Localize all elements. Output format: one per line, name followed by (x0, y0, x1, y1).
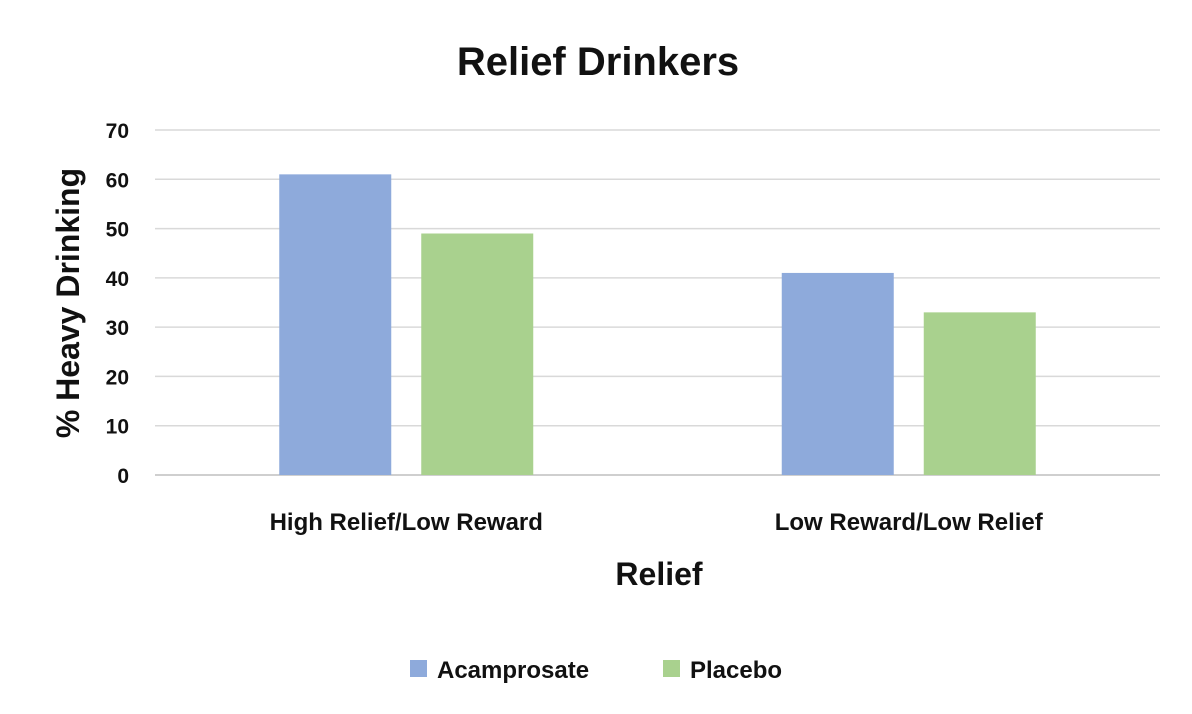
x-category-label: Low Reward/Low Relief (775, 509, 1044, 536)
legend: Acamprosate Placebo (410, 657, 782, 684)
y-tick-label: 20 (106, 366, 129, 389)
bar-placebo-1 (421, 233, 534, 475)
y-tick-label: 50 (106, 219, 129, 242)
legend-swatch (410, 660, 427, 677)
x-axis-categories: High Relief/Low Reward Low Reward/Low Rel… (270, 509, 1044, 536)
bar-placebo-2 (923, 312, 1036, 475)
y-axis-title: % Heavy Drinking (50, 168, 86, 438)
legend-swatch (663, 660, 680, 677)
y-tick-label: 10 (106, 416, 129, 439)
y-tick-label: 0 (117, 465, 129, 488)
chart-title: Relief Drinkers (457, 40, 739, 84)
legend-item-acamprosate: Acamprosate (410, 657, 589, 684)
legend-label: Placebo (690, 657, 782, 684)
bar-acamprosate-2 (781, 272, 894, 475)
bar-acamprosate-1 (279, 174, 392, 475)
x-axis-title: Relief (615, 556, 702, 592)
bars (279, 174, 1036, 475)
x-category-label: High Relief/Low Reward (270, 509, 543, 536)
y-tick-label: 30 (106, 317, 129, 340)
legend-label: Acamprosate (437, 657, 589, 684)
y-tick-label: 70 (106, 120, 129, 143)
legend-item-placebo: Placebo (663, 657, 782, 684)
y-tick-label: 40 (106, 268, 129, 291)
y-tick-label: 60 (106, 169, 129, 192)
y-axis-ticks: 0 10 20 30 40 50 60 70 (106, 120, 129, 488)
